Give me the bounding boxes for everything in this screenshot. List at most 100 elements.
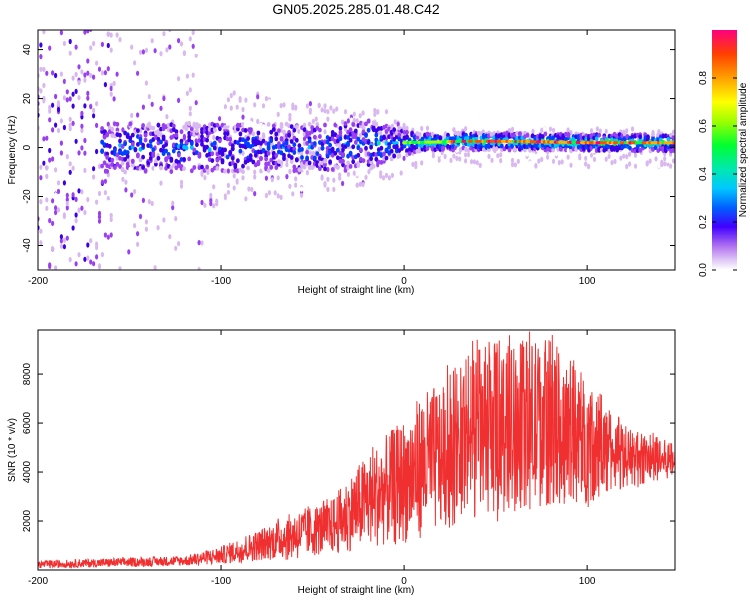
heatmap-y-tick-label: -40 [22, 238, 33, 253]
heatmap-cell [42, 123, 46, 129]
heatmap-cell [251, 131, 256, 137]
heatmap-cell [270, 185, 274, 191]
heatmap-cell [253, 197, 257, 203]
heatmap-cell [305, 103, 309, 109]
heatmap-cell [171, 200, 175, 206]
heatmap-cell [77, 95, 81, 101]
heatmap-cell [156, 155, 161, 161]
heatmap-cell [191, 212, 195, 218]
heatmap-y-tick-label: 40 [22, 44, 33, 56]
heatmap-cell [253, 169, 257, 175]
heatmap-cell [97, 163, 102, 169]
heatmap-cell [121, 176, 125, 182]
heatmap-cell [361, 129, 366, 135]
heatmap-cell [39, 88, 43, 94]
heatmap-cell [179, 179, 184, 185]
heatmap-cell [595, 126, 600, 132]
heatmap-cell [74, 196, 78, 202]
heatmap-cell [531, 128, 535, 134]
heatmap-cell [225, 121, 230, 126]
heatmap-cell [71, 165, 75, 171]
heatmap-cell [109, 226, 113, 232]
heatmap-cell [133, 189, 137, 195]
heatmap-cell [223, 104, 227, 110]
heatmap-cell [289, 155, 294, 160]
heatmap-cell [266, 122, 271, 127]
heatmap-cell [318, 127, 322, 133]
heatmap-cell [95, 60, 99, 66]
heatmap-cell [353, 140, 358, 145]
heatmap-cell [68, 169, 72, 175]
heatmap-cell [205, 164, 210, 170]
heatmap-cell [182, 166, 187, 172]
heatmap-cell [141, 104, 145, 110]
heatmap-cell [300, 192, 304, 198]
heatmap-cell [348, 137, 353, 143]
heatmap-cell [54, 122, 58, 128]
heatmap-cell [320, 145, 325, 151]
heatmap-cell [284, 140, 289, 146]
heatmap-cell [118, 37, 122, 43]
heatmap-cell [86, 30, 90, 34]
heatmap-cell [256, 130, 261, 136]
heatmap-cell [387, 144, 391, 150]
heatmap-cell [499, 143, 504, 149]
heatmap-cell [189, 168, 194, 174]
heatmap-cell [475, 160, 479, 166]
heatmap-cell [80, 69, 84, 75]
heatmap-cell [194, 49, 198, 55]
heatmap-cell [118, 164, 122, 169]
heatmap-cell [109, 212, 113, 219]
heatmap-cell [405, 129, 409, 135]
heatmap-cell [399, 170, 403, 176]
heatmap-cell [320, 175, 324, 181]
heatmap-cell [348, 151, 353, 157]
heatmap-cell [325, 139, 330, 145]
heatmap-cell [136, 241, 140, 247]
heatmap-cell [113, 147, 117, 153]
heatmap-cell [200, 240, 204, 246]
heatmap-cell [92, 74, 96, 80]
heatmap-cell [374, 121, 379, 127]
heatmap-cell [97, 248, 102, 254]
heatmap-cell [367, 134, 371, 140]
heatmap-cell [315, 122, 320, 127]
heatmap-cell [241, 169, 245, 175]
heatmap-cell [136, 70, 140, 76]
heatmap-cell [279, 136, 284, 141]
heatmap-cell [65, 197, 69, 203]
heatmap-cell [188, 111, 192, 117]
heatmap-cell [59, 243, 64, 249]
heatmap-cell [513, 162, 518, 168]
heatmap-cell [141, 123, 146, 128]
heatmap-cell [74, 261, 78, 267]
heatmap-cell [120, 160, 125, 166]
heatmap-cell [197, 123, 202, 129]
heatmap-cell [358, 132, 362, 139]
heatmap-cell [80, 145, 84, 151]
heatmap-cell [223, 195, 227, 201]
heatmap-cell [182, 135, 186, 141]
heatmap-cell [197, 153, 202, 159]
heatmap-cell [366, 140, 371, 146]
heatmap-xlabel: Height of straight line (km) [298, 285, 415, 296]
heatmap-cell [212, 140, 217, 146]
heatmap-cell [335, 106, 339, 112]
heatmap-cell [100, 139, 104, 145]
heatmap-cell [307, 160, 312, 166]
heatmap-cell [241, 114, 245, 120]
heatmap-cell [343, 109, 348, 115]
heatmap-cell [143, 168, 148, 174]
heatmap-cell [484, 157, 488, 163]
snr-y-tick-label: 4000 [22, 460, 33, 483]
snr-y-tick-label: 6000 [22, 412, 33, 435]
heatmap-cell [62, 78, 66, 84]
heatmap-cell [461, 160, 465, 166]
heatmap-cell [525, 151, 529, 157]
snr-series-line [38, 331, 675, 570]
heatmap-cell [185, 248, 189, 254]
heatmap-cell [150, 38, 154, 44]
heatmap-cell [97, 66, 102, 72]
heatmap-cell [359, 147, 363, 153]
heatmap-cell [59, 118, 64, 124]
